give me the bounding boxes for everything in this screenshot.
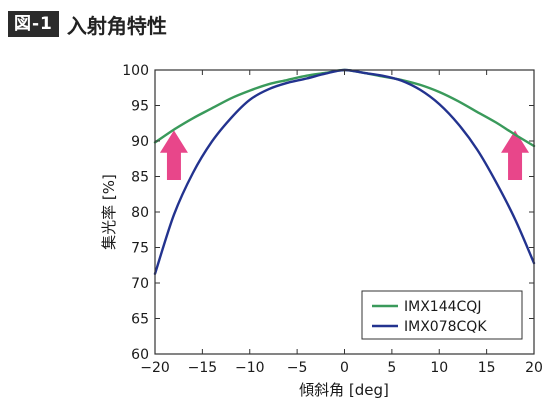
series-line-imx144cqj (153, 68, 536, 148)
y-tick-label: 60 (131, 347, 149, 363)
series-layer (153, 68, 536, 275)
series-line-imx078cqk (153, 68, 536, 275)
y-tick-label: 80 (131, 205, 149, 221)
x-axis-label: 傾斜角 [deg] (299, 381, 389, 399)
figure-title: 入射角特性 (66, 13, 167, 38)
y-tick-label: 65 (131, 312, 149, 328)
x-tick-label: 15 (478, 360, 496, 376)
y-tick-label: 95 (131, 99, 149, 115)
x-tick-label: 20 (525, 360, 543, 376)
x-tick-label: −10 (235, 360, 265, 376)
x-tick-label: 5 (387, 360, 396, 376)
y-tick-label: 90 (131, 134, 149, 150)
x-tick-label: −5 (287, 360, 308, 376)
figure-label: 図-1 (8, 11, 59, 37)
legend-label-imx144cqj: IMX144CQJ (404, 299, 481, 315)
y-tick-label: 100 (122, 63, 149, 79)
x-tick-label: −15 (188, 360, 218, 376)
y-axis-label: 集光率 [%] (100, 174, 118, 250)
arrow-up-right (501, 130, 530, 181)
x-tick-label: 10 (430, 360, 448, 376)
y-tick-label: 75 (131, 241, 149, 257)
legend: IMX144CQJ IMX078CQK (361, 290, 523, 340)
y-tick-label: 70 (131, 276, 149, 292)
annotation-layer (159, 130, 530, 181)
x-tick-label: −20 (140, 360, 170, 376)
legend-box (361, 290, 523, 340)
legend-label-imx078cqk: IMX078CQK (404, 319, 487, 335)
figure-header: 図-1 入射角特性 (8, 10, 167, 38)
x-tick-label: 0 (340, 360, 349, 376)
axis-layer: 60 65 70 75 80 85 90 95 100 −20 −15 −10 −5 0 5 10 15 20 (122, 63, 543, 376)
y-tick-label: 85 (131, 170, 149, 186)
arrow-up-left (159, 130, 188, 181)
